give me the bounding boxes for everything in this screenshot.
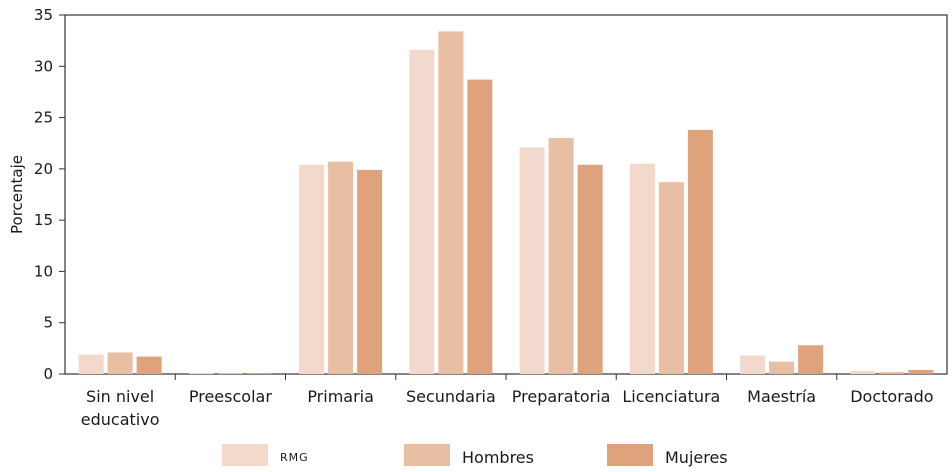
bars-layer (78, 31, 934, 375)
bar-mujeres (908, 369, 934, 374)
labels-layer: 0 5 10 15 20 25 30 35 Porcentaje Sin nivel educati… (8, 6, 934, 429)
bar-mujeres (467, 79, 493, 375)
x-category-label: Secundaria (406, 387, 496, 406)
y-tick-label: 20 (34, 160, 53, 178)
bar-hombres (769, 361, 795, 374)
bar-mujeres (798, 345, 824, 374)
bar-hombres (658, 182, 684, 374)
bar-rmg (78, 354, 104, 374)
y-tick-label: 25 (34, 109, 53, 127)
x-category-label: Primaria (307, 387, 374, 406)
y-axis-label: Porcentaje (8, 155, 26, 234)
y-tick-label: 30 (34, 57, 53, 75)
bar-mujeres (136, 356, 162, 374)
legend-swatch-rmg (222, 444, 268, 466)
y-tick-label: 5 (43, 314, 53, 332)
axes-layer (59, 14, 948, 380)
legend: RMG Hombres Mujeres (222, 444, 728, 467)
bar-hombres (879, 371, 905, 374)
legend-swatch-hombres (404, 444, 450, 466)
bar-mujeres (357, 169, 383, 374)
bar-rmg (299, 164, 325, 374)
bar-hombres (548, 138, 574, 374)
y-tick-label: 35 (34, 6, 53, 24)
legend-label-mujeres: Mujeres (665, 448, 728, 467)
bar-hombres (107, 352, 133, 374)
legend-label-rmg: RMG (280, 451, 309, 464)
plot-frame (64, 14, 948, 375)
x-category-label: Doctorado (850, 387, 933, 406)
bar-rmg (629, 163, 655, 374)
bar-rmg (519, 147, 545, 374)
bar-hombres (328, 161, 354, 374)
bar-mujeres (246, 372, 272, 374)
x-category-label: Sin nivel (86, 387, 154, 406)
legend-label-hombres: Hombres (462, 448, 534, 467)
bar-rmg (850, 370, 876, 374)
y-tick-label: 15 (34, 211, 53, 229)
x-category-label: Licenciatura (622, 387, 720, 406)
bar-rmg (188, 372, 214, 374)
y-tick-label: 0 (43, 365, 53, 383)
legend-swatch-mujeres (607, 444, 653, 466)
bar-mujeres (687, 129, 713, 374)
y-tick-label: 10 (34, 262, 53, 280)
x-category-label: Maestría (747, 387, 816, 406)
x-category-label: educativo (81, 410, 160, 429)
bar-hombres (438, 31, 464, 374)
x-category-label: Preescolar (189, 387, 272, 406)
bar-rmg (409, 49, 435, 374)
bar-mujeres (577, 164, 603, 374)
bar-rmg (740, 355, 766, 374)
x-category-label: Preparatoria (512, 387, 611, 406)
bar-hombres (217, 372, 243, 374)
